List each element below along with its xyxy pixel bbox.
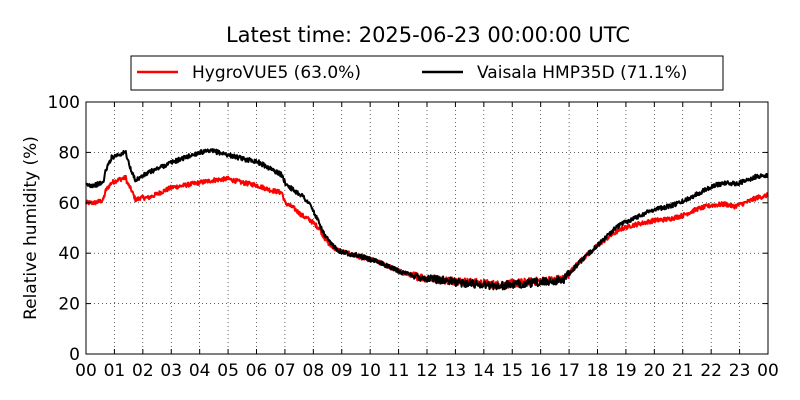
x-tick-label: 05 <box>217 361 239 381</box>
x-tick-label: 09 <box>331 361 353 381</box>
x-tick-label: 02 <box>132 361 154 381</box>
x-tick-label: 10 <box>359 361 381 381</box>
x-tick-label: 00 <box>757 361 779 381</box>
ticks: 00 01 02 03 04 05 06 07 08 09 10 11 12 13 14 15 16 17 18 19… <box>48 93 779 381</box>
x-tick-label: 21 <box>672 361 694 381</box>
x-tick-label: 18 <box>587 361 609 381</box>
y-tick-label: 40 <box>58 244 80 264</box>
plot-frame <box>85 101 769 355</box>
x-tick-label: 03 <box>160 361 182 381</box>
series-layer <box>85 148 769 291</box>
x-tick-label: 06 <box>246 361 268 381</box>
y-tick-label: 100 <box>48 93 80 113</box>
x-tick-label: 00 <box>75 361 97 381</box>
y-tick-label: 0 <box>69 345 80 365</box>
legend-label-vaisala: Vaisala HMP35D (71.1%) <box>477 63 687 83</box>
x-tick-label: 16 <box>530 361 552 381</box>
x-tick-label: 12 <box>416 361 438 381</box>
y-tick-label: 80 <box>58 143 80 163</box>
x-tick-label: 08 <box>303 361 325 381</box>
x-tick-label: 20 <box>644 361 666 381</box>
series-line-vaisala <box>85 148 769 291</box>
x-tick-label: 15 <box>501 361 523 381</box>
x-tick-label: 07 <box>274 361 296 381</box>
x-tick-label: 19 <box>615 361 637 381</box>
x-tick-label: 04 <box>189 361 211 381</box>
legend: HygroVUE5 (63.0%) Vaisala HMP35D (71.1%) <box>130 55 724 91</box>
x-tick-label: 14 <box>473 361 495 381</box>
chart-title: Latest time: 2025-06-23 00:00:00 UTC <box>226 23 630 47</box>
y-tick-label: 60 <box>58 194 80 214</box>
series-line-hygrovue5 <box>85 174 769 290</box>
x-tick-label: 01 <box>104 361 126 381</box>
x-tick-label: 17 <box>558 361 580 381</box>
y-axis-label: Relative humidity (%) <box>21 136 41 320</box>
x-tick-label: 11 <box>388 361 410 381</box>
grid <box>86 102 768 354</box>
x-tick-label: 22 <box>700 361 722 381</box>
legend-label-hygrovue5: HygroVUE5 (63.0%) <box>192 63 361 83</box>
x-tick-label: 23 <box>729 361 751 381</box>
y-tick-label: 20 <box>58 295 80 315</box>
x-tick-label: 13 <box>445 361 467 381</box>
